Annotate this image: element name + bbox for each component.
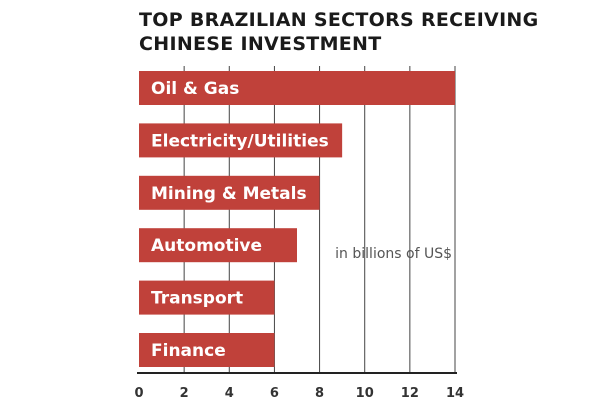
chart-title-line-2: CHINESE INVESTMENT — [139, 33, 382, 55]
chart-title: TOP BRAZILIAN SECTORS RECEIVING CHINESE … — [139, 9, 539, 55]
x-tick-label-14: 14 — [446, 386, 464, 401]
chart-title-line-1: TOP BRAZILIAN SECTORS RECEIVING — [139, 9, 539, 31]
bar-label-finance: Finance — [151, 341, 226, 361]
bar-label-transport: Transport — [151, 289, 243, 309]
bar-automotive — [139, 228, 297, 263]
bar-mining-metals — [139, 175, 320, 210]
bar-label-oil-gas: Oil & Gas — [151, 79, 239, 99]
bar-electricity-utilities — [139, 123, 343, 158]
bar-label-mining-metals: Mining & Metals — [151, 184, 307, 204]
bar-label-automotive: Automotive — [151, 236, 262, 256]
x-tick-label-10: 10 — [356, 386, 374, 401]
x-tick-label-8: 8 — [315, 386, 324, 401]
gridlines — [183, 66, 456, 373]
bar-transport — [139, 280, 275, 315]
x-axis-ticks: 0 2 4 6 8 10 12 14 — [134, 386, 464, 401]
bar-finance — [139, 333, 275, 367]
x-tick-label-12: 12 — [401, 386, 419, 401]
x-tick-label-2: 2 — [180, 386, 189, 401]
x-tick-label-6: 6 — [270, 386, 279, 401]
bar-oil-gas — [139, 71, 455, 105]
x-tick-label-4: 4 — [225, 386, 234, 401]
bar-label-electricity-utilities: Electricity/Utilities — [151, 131, 329, 151]
unit-note: in billions of US$ — [335, 246, 452, 262]
bars: Oil & Gas Electricity/Utilities Mining & M… — [139, 71, 455, 367]
x-tick-label-0: 0 — [134, 386, 143, 401]
